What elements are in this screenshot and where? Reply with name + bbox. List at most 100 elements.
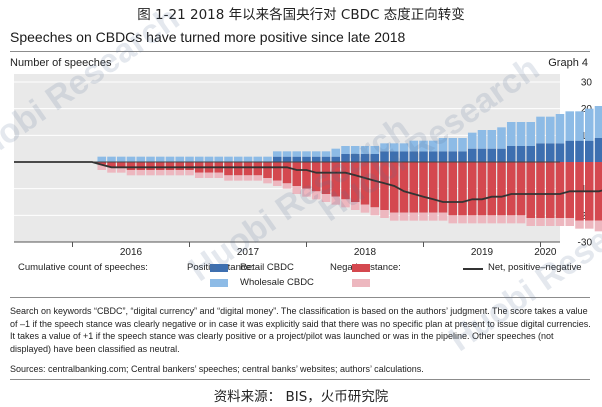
bar-retail-negative xyxy=(555,162,565,218)
bar-wholesale-positive xyxy=(389,143,399,152)
bar-retail-negative xyxy=(263,162,272,178)
bar-wholesale-positive xyxy=(272,151,282,157)
bar-retail-positive xyxy=(409,151,419,162)
bar-wholesale-positive xyxy=(448,138,458,152)
bar-wholesale-negative xyxy=(146,170,155,176)
bar-retail-negative xyxy=(458,162,467,216)
bar-wholesale-positive xyxy=(331,148,341,157)
bar-wholesale-negative xyxy=(438,212,448,221)
bar-retail-positive xyxy=(448,151,458,162)
x-tick-label: 2018 xyxy=(354,247,377,258)
legend-wholesale-negative-swatch xyxy=(352,279,370,287)
bar-wholesale-negative xyxy=(565,218,575,226)
bar-wholesale-positive xyxy=(428,140,438,152)
bar-wholesale-negative xyxy=(194,172,204,178)
bar-retail-positive xyxy=(350,154,360,162)
bar-retail-positive xyxy=(302,156,311,162)
bar-wholesale-positive xyxy=(224,156,233,162)
bar-wholesale-positive xyxy=(545,116,555,144)
bar-retail-positive xyxy=(389,151,399,162)
bar-wholesale-negative xyxy=(97,164,107,170)
bar-retail-negative xyxy=(146,162,155,170)
bar-wholesale-negative xyxy=(467,215,477,224)
bar-wholesale-positive xyxy=(360,146,370,154)
bar-wholesale-positive xyxy=(263,156,272,162)
bar-retail-negative xyxy=(536,162,545,218)
bar-wholesale-negative xyxy=(155,170,165,176)
bar-wholesale-negative xyxy=(185,170,194,176)
y-axis-label: Number of speeches xyxy=(10,57,112,69)
bar-retail-negative xyxy=(487,162,497,216)
bar-wholesale-negative xyxy=(477,215,487,224)
bar-retail-positive xyxy=(526,146,536,162)
bar-wholesale-negative xyxy=(292,186,302,194)
chart-note: Search on keywords “CBDC”, “digital curr… xyxy=(10,306,591,354)
bar-retail-positive xyxy=(331,156,341,162)
bar-wholesale-positive xyxy=(370,146,380,154)
bar-retail-positive xyxy=(311,156,321,162)
bar-wholesale-negative xyxy=(506,215,516,224)
bar-retail-negative xyxy=(477,162,487,216)
bar-wholesale-positive xyxy=(292,151,302,157)
bar-wholesale-negative xyxy=(175,170,185,176)
bar-retail-positive xyxy=(380,151,389,162)
bar-retail-negative xyxy=(331,162,341,197)
bar-wholesale-negative xyxy=(584,220,594,229)
bar-retail-negative xyxy=(185,162,194,170)
bar-wholesale-negative xyxy=(428,212,438,221)
bar-retail-positive xyxy=(428,151,438,162)
x-tick-label: 2016 xyxy=(120,247,143,258)
bar-wholesale-negative xyxy=(409,212,419,221)
bar-retail-positive xyxy=(458,151,467,162)
bar-retail-negative xyxy=(175,162,185,170)
bar-retail-positive xyxy=(438,151,448,162)
bar-retail-negative xyxy=(136,162,146,170)
bar-retail-negative xyxy=(272,162,282,181)
bar-retail-negative xyxy=(399,162,409,213)
bar-wholesale-positive xyxy=(526,122,536,146)
bar-wholesale-positive xyxy=(165,156,175,162)
chart-svg: -30-20-10010203020162017201820192020 xyxy=(14,74,602,258)
legend-cumulative-label: Cumulative count of speeches: xyxy=(18,262,148,273)
bar-wholesale-negative xyxy=(389,212,399,221)
bar-wholesale-negative xyxy=(487,215,497,224)
title-rule xyxy=(10,51,590,52)
bar-retail-negative xyxy=(565,162,575,218)
bar-wholesale-negative xyxy=(331,196,341,205)
chart-sources: Sources: centralbanking.com; Central ban… xyxy=(10,364,424,374)
x-tick-label: 2017 xyxy=(237,247,260,258)
bar-wholesale-negative xyxy=(575,220,584,229)
bar-retail-negative xyxy=(116,162,126,168)
bar-wholesale-positive xyxy=(214,156,224,162)
bar-wholesale-negative xyxy=(448,215,458,224)
bar-retail-positive xyxy=(292,156,302,162)
bar-retail-negative xyxy=(419,162,428,213)
bar-retail-negative xyxy=(126,162,136,170)
bar-retail-negative xyxy=(545,162,555,218)
bar-retail-positive xyxy=(272,156,282,162)
bar-retail-negative xyxy=(311,162,321,192)
bar-retail-negative xyxy=(350,162,360,202)
bar-wholesale-positive xyxy=(194,156,204,162)
bar-retail-negative xyxy=(438,162,448,213)
bar-wholesale-negative xyxy=(526,218,536,226)
legend-net-label: Net, positive–negative xyxy=(488,262,582,273)
bar-wholesale-positive xyxy=(399,143,409,152)
bar-retail-negative xyxy=(360,162,370,205)
bar-wholesale-negative xyxy=(341,199,350,208)
bar-retail-positive xyxy=(536,143,545,162)
bar-wholesale-positive xyxy=(467,132,477,149)
bar-wholesale-positive xyxy=(555,114,565,144)
sources-rule xyxy=(10,379,590,380)
bar-wholesale-negative xyxy=(204,172,214,178)
x-tick-label: 2020 xyxy=(534,247,557,258)
bar-wholesale-positive xyxy=(487,130,497,149)
bar-wholesale-positive xyxy=(536,116,545,144)
bar-wholesale-negative xyxy=(399,212,409,221)
bar-wholesale-negative xyxy=(594,220,602,232)
legend-retail-negative-swatch xyxy=(352,264,370,272)
bar-wholesale-positive xyxy=(146,156,155,162)
bar-wholesale-positive xyxy=(253,156,263,162)
bar-wholesale-negative xyxy=(458,215,467,224)
bar-retail-positive xyxy=(370,154,380,162)
